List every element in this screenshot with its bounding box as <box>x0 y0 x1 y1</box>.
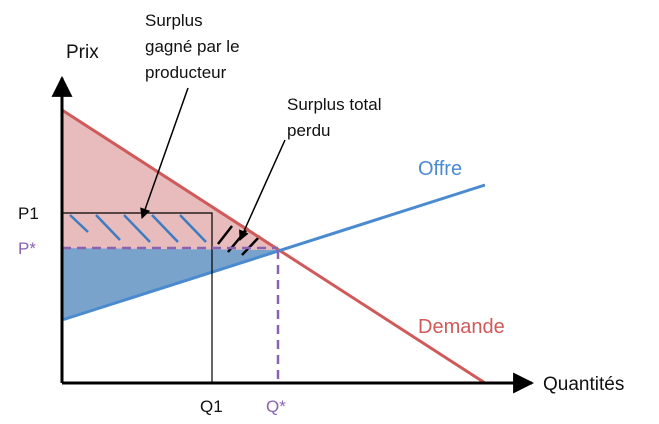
annotation: producteur <box>145 63 227 82</box>
supply-line <box>61 183 486 322</box>
p1-q1-line <box>62 212 213 383</box>
hatch <box>69 214 207 243</box>
price-label: P1 <box>18 204 39 223</box>
annotation-arrow <box>140 87 189 219</box>
annotation: Surplus total <box>287 95 382 114</box>
annotation: perdu <box>287 121 330 140</box>
demand-line <box>61 108 486 385</box>
supply-label: Offre <box>418 158 462 180</box>
annotation: Surplus <box>145 11 203 30</box>
y-axis-label: Prix <box>66 42 99 63</box>
annotation-arrow <box>239 139 286 241</box>
equilibrium-dash <box>62 246 280 383</box>
annotation: gagné par le <box>145 37 240 56</box>
demand-label: Demande <box>418 316 505 338</box>
quantity-label: Q1 <box>200 397 223 416</box>
x-axis-label: Quantités <box>543 374 624 395</box>
quantity-label: Q* <box>266 397 286 416</box>
price-label: P* <box>18 239 36 258</box>
